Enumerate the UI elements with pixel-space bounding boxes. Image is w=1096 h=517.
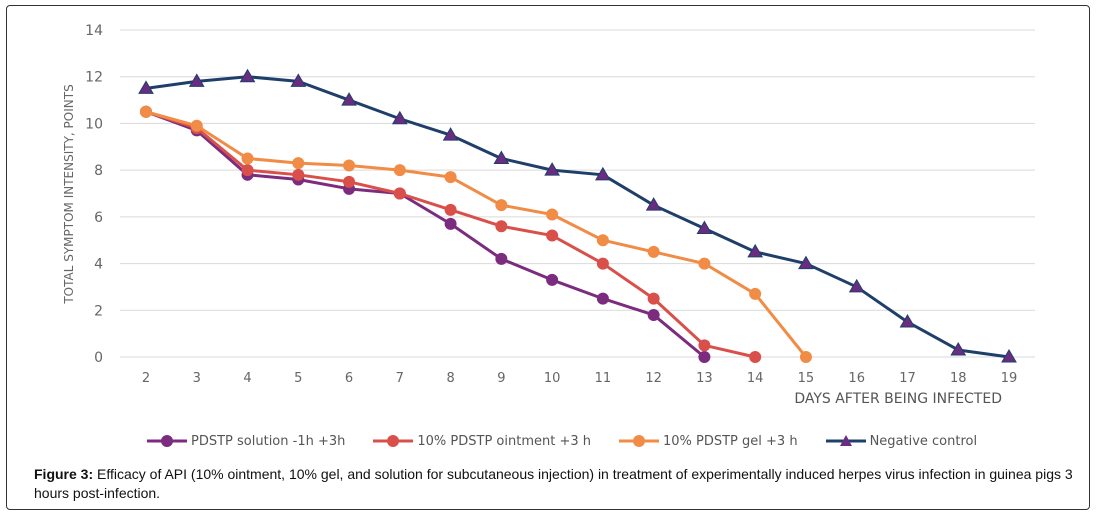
data-point-circle <box>698 351 711 363</box>
figure-caption: Figure 3: Efficacy of API (10% ointment,… <box>34 465 1074 503</box>
x-tick-label: 17 <box>899 371 916 386</box>
data-point-circle <box>546 208 559 221</box>
data-point-circle <box>292 168 305 181</box>
data-point-circle <box>698 339 711 352</box>
legend-item: 10% PDSTP gel +3 h <box>617 434 798 449</box>
data-point-triangle <box>798 255 814 270</box>
data-point-circle <box>140 105 152 118</box>
legend-label: PDSTP solution -1h +3h <box>191 433 346 449</box>
data-point-triangle <box>747 243 764 258</box>
figure-frame <box>6 5 1090 510</box>
data-point-triangle <box>442 127 459 141</box>
data-point-circle <box>647 245 660 258</box>
x-tick-label: 3 <box>193 371 201 386</box>
data-point-circle <box>495 199 508 212</box>
series-line <box>145 110 808 358</box>
legend-marker-icon <box>147 435 187 447</box>
data-point-circle <box>393 164 406 177</box>
data-point-circle <box>444 203 457 216</box>
legend-item: PDSTP solution -1h +3h <box>145 434 345 449</box>
legend-label: 10% PDSTP gel +3 h <box>662 433 798 449</box>
data-point-triangle <box>595 166 611 181</box>
y-tick-label: 12 <box>85 70 103 86</box>
data-point-triangle <box>138 80 154 94</box>
x-tick-label: 16 <box>848 371 865 386</box>
legend-marker-icon <box>825 435 866 446</box>
y-tick-label: 8 <box>94 163 103 179</box>
data-point-circle <box>749 287 762 300</box>
x-tick-label: 9 <box>497 371 505 386</box>
data-point-triangle <box>239 68 256 83</box>
data-point-triangle <box>188 73 205 87</box>
data-point-triangle <box>1001 349 1017 363</box>
x-tick-label: 19 <box>1001 371 1018 386</box>
x-tick-label: 14 <box>747 371 764 386</box>
x-axis-label: DAYS AFTER BEING INFECTED <box>794 391 1002 407</box>
data-point-triangle <box>899 313 916 328</box>
data-point-circle <box>647 308 660 321</box>
data-point-triangle <box>341 92 357 106</box>
data-point-circle <box>799 351 812 363</box>
legend-label: 10% PDSTP ointment +3 h <box>417 433 591 449</box>
x-tick-label: 18 <box>950 371 967 386</box>
caption-text: Efficacy of API (10% ointment, 10% gel, … <box>34 466 1073 501</box>
data-point-circle <box>749 351 762 363</box>
data-point-triangle <box>950 342 967 356</box>
legend-marker-icon <box>618 435 659 447</box>
y-tick-label: 14 <box>85 23 103 39</box>
series-line <box>145 75 1010 359</box>
data-point-circle <box>241 164 254 177</box>
y-tick-label: 6 <box>94 210 103 226</box>
caption-label: Figure 3: <box>34 466 94 482</box>
data-point-circle <box>647 292 660 305</box>
line-chart: 0 2 4 6 8 10 12 14 2 3 4 5 6 7 8 9 10 11 12 13 14 15 16 17 18 19 D… <box>62 23 1035 407</box>
data-point-circle <box>343 159 356 172</box>
x-tick-label: 10 <box>544 371 561 386</box>
legend-item: Negative control <box>824 433 978 449</box>
x-tick-label: 8 <box>446 371 454 386</box>
data-point-triangle <box>848 278 865 293</box>
data-point-circle <box>444 217 457 230</box>
data-point-circle <box>393 187 406 200</box>
data-point-circle <box>343 175 356 188</box>
x-tick-label: 6 <box>345 371 353 386</box>
data-point-circle <box>698 257 711 270</box>
data-point-triangle <box>493 150 510 164</box>
y-tick-label: 2 <box>94 303 103 319</box>
x-tick-label: 12 <box>645 371 662 386</box>
data-point-circle <box>495 252 508 265</box>
data-point-circle <box>190 119 203 132</box>
data-point-circle <box>444 171 457 184</box>
x-tick-label: 7 <box>396 371 404 386</box>
series-line <box>145 110 756 359</box>
data-point-circle <box>596 257 609 270</box>
data-point-triangle <box>290 73 307 87</box>
y-tick-label: 10 <box>85 116 103 132</box>
x-tick-label: 5 <box>294 371 302 386</box>
data-point-circle <box>546 229 559 242</box>
data-point-triangle <box>391 110 408 125</box>
x-tick-label: 13 <box>696 371 713 386</box>
y-tick-label: 0 <box>94 350 103 366</box>
data-point-triangle <box>696 220 713 235</box>
x-tick-label: 15 <box>798 371 815 386</box>
data-point-circle <box>241 152 254 165</box>
x-tick-label: 11 <box>595 371 612 386</box>
data-point-circle <box>292 157 305 170</box>
series-line <box>145 110 706 359</box>
data-point-triangle <box>544 162 560 176</box>
x-tick-label: 4 <box>243 371 251 386</box>
y-tick-label: 4 <box>94 257 103 273</box>
data-point-circle <box>596 234 609 247</box>
data-point-circle <box>495 220 508 233</box>
data-point-triangle <box>645 197 662 211</box>
legend-label: Negative control <box>869 433 978 449</box>
legend-marker-icon <box>373 435 414 447</box>
data-point-circle <box>546 273 559 286</box>
legend-item: 10% PDSTP ointment +3 h <box>371 434 591 449</box>
y-axis-label: TOTAL SYMPTOM INTENSITY, POINTS <box>62 84 76 304</box>
x-tick-label: 2 <box>142 371 150 386</box>
chart-legend: PDSTP solution -1h +3h 10% PDSTP ointment… <box>145 430 1003 452</box>
data-point-circle <box>596 292 609 305</box>
